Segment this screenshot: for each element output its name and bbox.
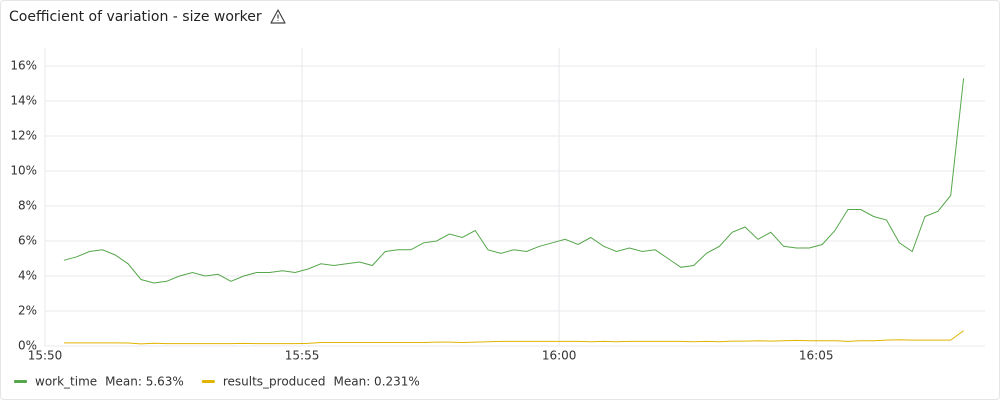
x-tick-label: 16:05 — [799, 349, 834, 363]
series-line — [63, 78, 965, 284]
x-tick-label: 15:50 — [28, 349, 63, 363]
panel-title: Coefficient of variation - size worker — [9, 9, 262, 25]
legend-swatch — [201, 380, 215, 383]
y-tick-label: 0% — [18, 339, 37, 353]
x-tick-label: 15:55 — [285, 349, 320, 363]
y-tick-label: 12% — [10, 129, 37, 143]
legend-label: work_time — [35, 375, 97, 389]
y-tick-label: 16% — [10, 59, 37, 73]
y-tick-label: 8% — [18, 199, 37, 213]
x-tick-label: 16:00 — [542, 349, 577, 363]
legend-value: Mean: 0.231% — [334, 375, 420, 389]
legend-label: results_produced — [223, 375, 326, 389]
y-tick-label: 14% — [10, 94, 37, 108]
y-tick-label: 6% — [18, 234, 37, 248]
y-tick-label: 2% — [18, 304, 37, 318]
legend-value: Mean: 5.63% — [105, 375, 184, 389]
y-tick-label: 4% — [18, 269, 37, 283]
y-tick-label: 10% — [10, 164, 37, 178]
legend-swatch — [14, 380, 27, 383]
warning-icon[interactable] — [270, 9, 286, 24]
series-line — [63, 330, 964, 345]
